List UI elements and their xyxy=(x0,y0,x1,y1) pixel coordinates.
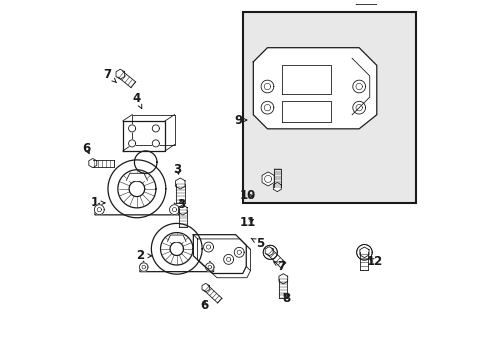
Polygon shape xyxy=(352,80,365,93)
Text: 6: 6 xyxy=(200,299,207,312)
Text: 5: 5 xyxy=(250,237,264,250)
Text: 2: 2 xyxy=(136,249,151,262)
Text: 1: 1 xyxy=(90,197,104,210)
Polygon shape xyxy=(122,121,165,151)
Polygon shape xyxy=(151,224,202,274)
Polygon shape xyxy=(359,247,368,258)
Polygon shape xyxy=(94,205,104,215)
Polygon shape xyxy=(128,140,135,147)
Polygon shape xyxy=(273,183,281,192)
Text: 3: 3 xyxy=(173,163,181,176)
Text: 9: 9 xyxy=(234,113,246,126)
Polygon shape xyxy=(352,101,365,114)
Polygon shape xyxy=(223,255,233,264)
Text: 4: 4 xyxy=(133,93,142,109)
Text: 3: 3 xyxy=(177,198,184,211)
Polygon shape xyxy=(152,140,159,147)
Polygon shape xyxy=(264,247,273,256)
Text: 8: 8 xyxy=(282,292,290,305)
Text: 6: 6 xyxy=(82,142,90,155)
Text: 10: 10 xyxy=(239,189,255,202)
Polygon shape xyxy=(234,247,244,257)
Polygon shape xyxy=(262,172,274,186)
Polygon shape xyxy=(355,0,376,4)
Polygon shape xyxy=(356,244,371,260)
Polygon shape xyxy=(175,178,184,189)
Polygon shape xyxy=(152,125,159,132)
Polygon shape xyxy=(178,205,187,215)
Polygon shape xyxy=(128,125,135,132)
Text: 7: 7 xyxy=(103,68,116,83)
Polygon shape xyxy=(169,205,179,215)
Polygon shape xyxy=(126,173,147,180)
Polygon shape xyxy=(116,69,124,79)
Polygon shape xyxy=(193,235,246,274)
Ellipse shape xyxy=(133,156,158,162)
Polygon shape xyxy=(167,235,185,242)
FancyBboxPatch shape xyxy=(242,12,415,203)
Polygon shape xyxy=(203,242,213,252)
Polygon shape xyxy=(278,274,287,284)
Polygon shape xyxy=(95,203,179,215)
Text: 7: 7 xyxy=(273,260,285,273)
Polygon shape xyxy=(140,261,213,272)
Polygon shape xyxy=(89,158,97,168)
Polygon shape xyxy=(253,48,376,129)
Polygon shape xyxy=(139,263,148,271)
Text: 11: 11 xyxy=(239,216,255,229)
Polygon shape xyxy=(261,101,273,114)
Polygon shape xyxy=(263,245,277,259)
Polygon shape xyxy=(261,80,273,93)
Polygon shape xyxy=(108,160,165,218)
Polygon shape xyxy=(205,263,214,271)
Polygon shape xyxy=(202,283,209,292)
Text: 12: 12 xyxy=(366,255,383,267)
